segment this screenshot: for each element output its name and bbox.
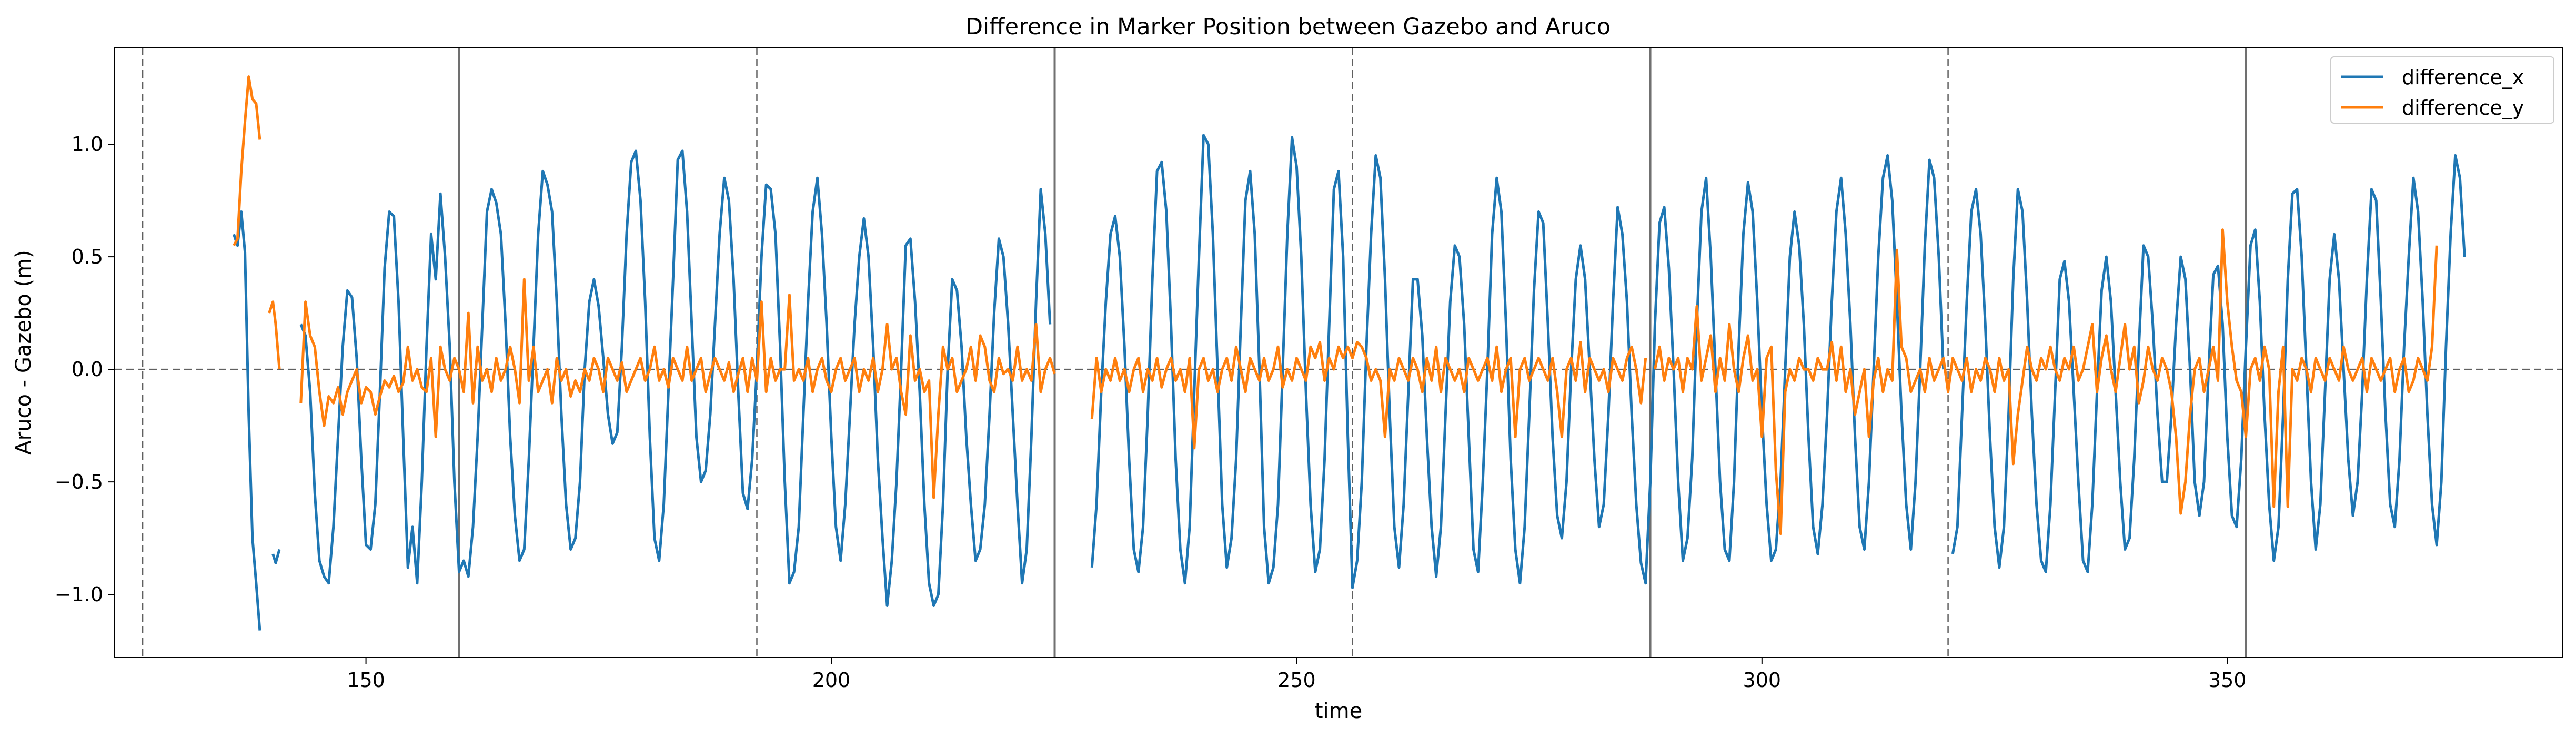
x-tick-label: 200 [812,669,851,692]
legend-frame [2330,56,2554,124]
series-line-difference-y [233,75,261,246]
legend-label-difference-x: difference_x [2402,66,2524,89]
y-tick-label: −0.5 [55,470,103,493]
series-line-difference-x [299,149,1052,607]
chart-title: Difference in Marker Position between Ga… [965,14,1611,40]
x-tick-label: 300 [1743,669,1782,692]
y-axis: −1.0 −0.5 0.0 0.5 1.0 [55,133,115,606]
legend-label-difference-y: difference_y [2402,96,2524,119]
plot-frame [114,47,2563,658]
series-line-difference-y [1653,228,2438,535]
series-line-difference-x [271,549,281,564]
series-difference-y [233,75,2438,535]
y-axis-label: Aruco - Gazebo (m) [12,250,36,454]
series-layer [233,75,2466,631]
y-tick-label: 0.0 [72,358,103,381]
x-axis-label: time [1315,699,1362,723]
series-line-difference-y [268,300,281,370]
legend: difference_x difference_y [2330,56,2554,124]
series-line-difference-y [1090,341,1647,450]
series-line-difference-y [299,278,1056,499]
y-tick-label: −1.0 [55,583,103,606]
y-tick-label: 0.5 [72,245,103,268]
y-tick-label: 1.0 [72,133,103,156]
x-tick-label: 350 [2208,669,2247,692]
x-tick-label: 150 [347,669,385,692]
x-tick-label: 250 [1277,669,1316,692]
x-axis: 150 200 250 300 350 [347,658,2246,692]
series-line-difference-x [1090,134,1945,589]
